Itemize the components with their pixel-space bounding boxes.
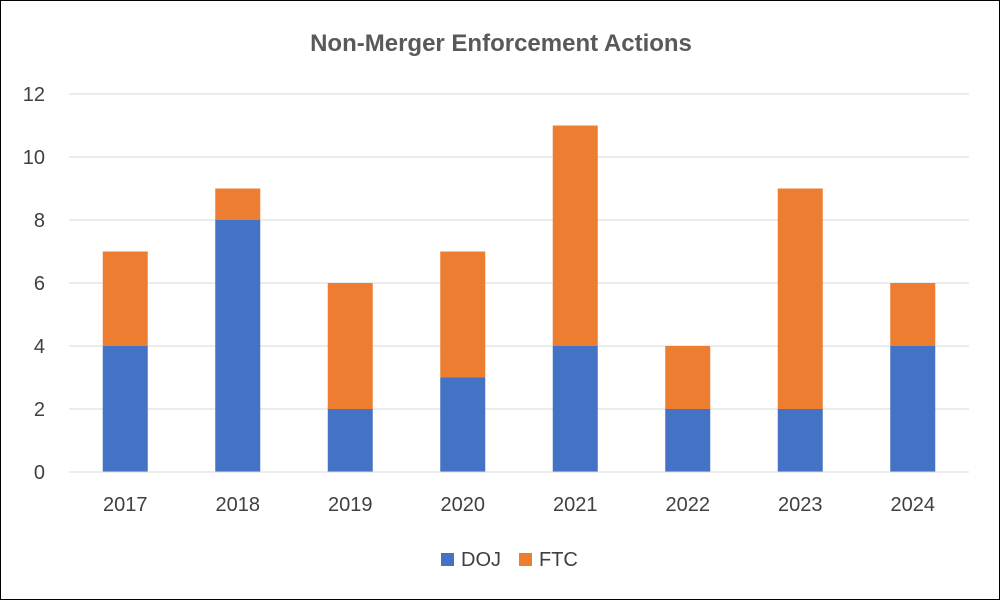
x-tick-label: 2023 xyxy=(778,494,823,516)
x-axis-ticks: 2017 2018 2019 2020 2021 2022 2023 2024 xyxy=(103,494,935,516)
bar-ftc-2021 xyxy=(552,125,598,346)
bar-ftc-2020 xyxy=(440,251,486,378)
x-tick-label: 2018 xyxy=(216,494,261,516)
chart-title: Non-Merger Enforcement Actions xyxy=(310,30,692,57)
y-axis-ticks: 0 2 4 6 8 10 12 xyxy=(23,84,45,484)
bar-doj-2017 xyxy=(102,346,148,472)
y-tick-label: 2 xyxy=(34,399,45,421)
x-tick-label: 2017 xyxy=(103,494,148,516)
bar-doj-2023 xyxy=(777,409,823,472)
y-tick-label: 0 xyxy=(34,462,45,484)
x-tick-label: 2019 xyxy=(328,494,373,516)
x-tick-label: 2021 xyxy=(553,494,598,516)
bar-ftc-2018 xyxy=(215,188,261,220)
legend: DOJ FTC xyxy=(441,549,578,571)
legend-label-ftc: FTC xyxy=(539,549,578,571)
y-tick-label: 8 xyxy=(34,210,45,232)
gridlines xyxy=(69,93,969,410)
bar-ftc-2019 xyxy=(327,283,373,409)
bar-doj-2020 xyxy=(440,377,486,472)
bar-doj-2018 xyxy=(215,220,261,472)
bar-doj-2019 xyxy=(327,409,373,472)
y-tick-label: 6 xyxy=(34,273,45,295)
legend-label-doj: DOJ xyxy=(461,549,501,571)
bar-ftc-2022 xyxy=(665,346,711,409)
bar-doj-2021 xyxy=(552,346,598,472)
bar-ftc-2023 xyxy=(777,188,823,409)
x-tick-label: 2024 xyxy=(891,494,936,516)
y-tick-label: 12 xyxy=(23,84,45,106)
x-tick-label: 2022 xyxy=(666,494,711,516)
bar-doj-2022 xyxy=(665,409,711,472)
x-tick-label: 2020 xyxy=(441,494,486,516)
bar-doj-2024 xyxy=(890,346,936,472)
legend-swatch-doj xyxy=(441,553,454,566)
bars xyxy=(102,125,936,472)
bar-ftc-2024 xyxy=(890,283,936,346)
legend-swatch-ftc xyxy=(519,553,532,566)
bar-ftc-2017 xyxy=(102,251,148,346)
y-tick-label: 10 xyxy=(23,147,45,169)
y-tick-label: 4 xyxy=(34,336,45,358)
